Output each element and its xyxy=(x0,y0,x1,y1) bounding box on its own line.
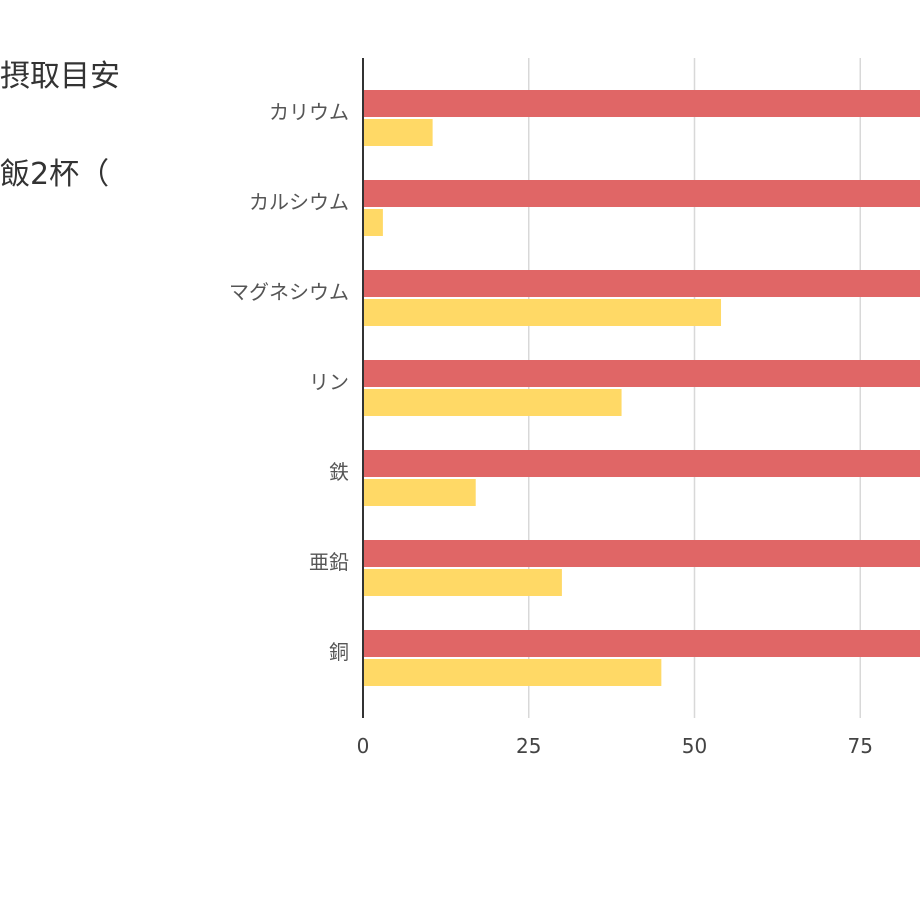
category-label-0: カリウム xyxy=(269,100,349,124)
legend: 摂取目安 飯2杯（ xyxy=(0,59,120,192)
bar-series1-2 xyxy=(363,299,722,326)
bar-series1-6 xyxy=(363,659,662,686)
bar-series1-3 xyxy=(363,389,622,416)
x-tick-label-3: 75 xyxy=(848,734,873,758)
bar-series1-1 xyxy=(363,209,383,236)
x-tick-label-2: 50 xyxy=(682,734,707,758)
bars xyxy=(363,90,920,686)
bar-series0-5 xyxy=(363,540,920,567)
x-tick-label-1: 25 xyxy=(516,734,541,758)
bar-series0-4 xyxy=(363,450,920,477)
bar-series1-0 xyxy=(363,119,433,146)
category-label-2: マグネシウム xyxy=(229,280,349,304)
category-label-3: リン xyxy=(309,370,349,394)
x-tick-labels: 0 25 50 75 xyxy=(357,734,873,758)
legend-entry-0: 摂取目安 xyxy=(0,59,120,94)
x-tick-label-0: 0 xyxy=(357,734,370,758)
bar-series1-4 xyxy=(363,479,476,506)
bar-series1-5 xyxy=(363,569,562,596)
bar-series0-2 xyxy=(363,270,920,297)
category-label-1: カルシウム xyxy=(249,190,349,214)
bar-series0-6 xyxy=(363,630,920,657)
bar-series0-1 xyxy=(363,180,920,207)
bar-series0-0 xyxy=(363,90,920,117)
category-label-4: 鉄 xyxy=(329,460,349,484)
category-label-5: 亜鉛 xyxy=(309,550,349,574)
legend-entry-1: 飯2杯（ xyxy=(0,157,109,192)
grid-lines xyxy=(528,58,861,718)
category-label-6: 銅 xyxy=(329,640,349,664)
bar-series0-3 xyxy=(363,360,920,387)
